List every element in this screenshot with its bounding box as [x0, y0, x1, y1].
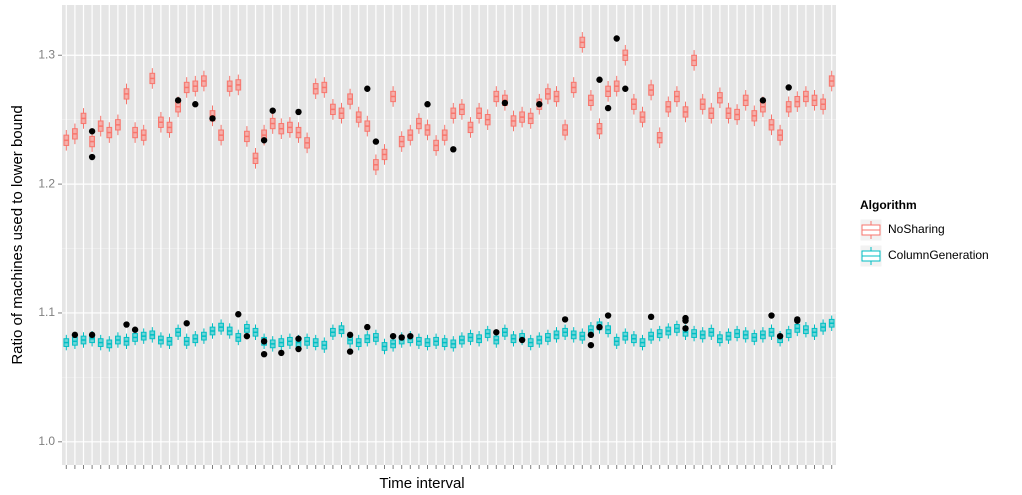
outlier	[561, 316, 569, 323]
outlier	[776, 332, 784, 340]
panel	[62, 5, 836, 465]
outlier	[647, 313, 655, 321]
outlier	[88, 331, 96, 339]
legend-label: NoSharing	[888, 222, 945, 236]
outlier	[596, 76, 603, 83]
outlier	[604, 312, 612, 319]
outlier	[346, 331, 354, 339]
outlier	[398, 334, 405, 341]
outlier	[682, 325, 689, 332]
outlier	[123, 321, 130, 328]
legend-title: Algorithm	[860, 198, 917, 212]
y-tick-label: 1.3	[38, 47, 55, 61]
outlier	[596, 323, 603, 331]
outlier	[346, 348, 354, 355]
outlier	[536, 101, 543, 108]
outlier	[785, 84, 792, 91]
outlier	[518, 336, 526, 344]
outlier	[278, 349, 285, 357]
y-axis-label: Ratio of machines used to lower bound	[9, 105, 26, 364]
y-tick-label: 1.2	[38, 176, 55, 190]
outlier	[450, 146, 457, 153]
outlier	[794, 317, 801, 324]
outlier	[88, 153, 96, 161]
outlier	[364, 323, 371, 331]
outlier	[260, 350, 268, 358]
outlier	[622, 85, 629, 92]
outlier	[407, 332, 414, 340]
outlier	[501, 99, 509, 107]
y-tick-label: 1.1	[38, 305, 55, 319]
outlier	[364, 85, 371, 92]
outlier	[243, 332, 251, 340]
outlier	[88, 128, 96, 135]
outlier	[682, 317, 689, 324]
outlier	[587, 331, 595, 339]
outlier	[209, 115, 216, 122]
outlier	[295, 108, 302, 116]
x-axis-label: Time interval	[379, 475, 464, 492]
outlier	[131, 326, 139, 333]
outlier	[174, 97, 182, 104]
outlier	[493, 329, 500, 336]
outlier	[587, 341, 595, 349]
outlier	[183, 320, 190, 327]
legend-label: ColumnGeneration	[888, 248, 989, 262]
y-tick-label: 1.0	[38, 434, 55, 448]
outlier	[235, 311, 242, 318]
outlier	[260, 137, 268, 144]
outlier	[372, 138, 380, 145]
outlier	[295, 335, 302, 342]
outlier	[260, 338, 268, 345]
outlier	[613, 35, 620, 42]
outlier	[768, 312, 775, 319]
outlier	[71, 331, 79, 339]
outlier	[269, 107, 276, 114]
outlier	[192, 101, 199, 108]
outlier	[389, 332, 397, 340]
outlier	[424, 101, 431, 108]
outlier	[604, 104, 612, 112]
outlier	[295, 345, 302, 353]
outlier	[759, 97, 767, 104]
